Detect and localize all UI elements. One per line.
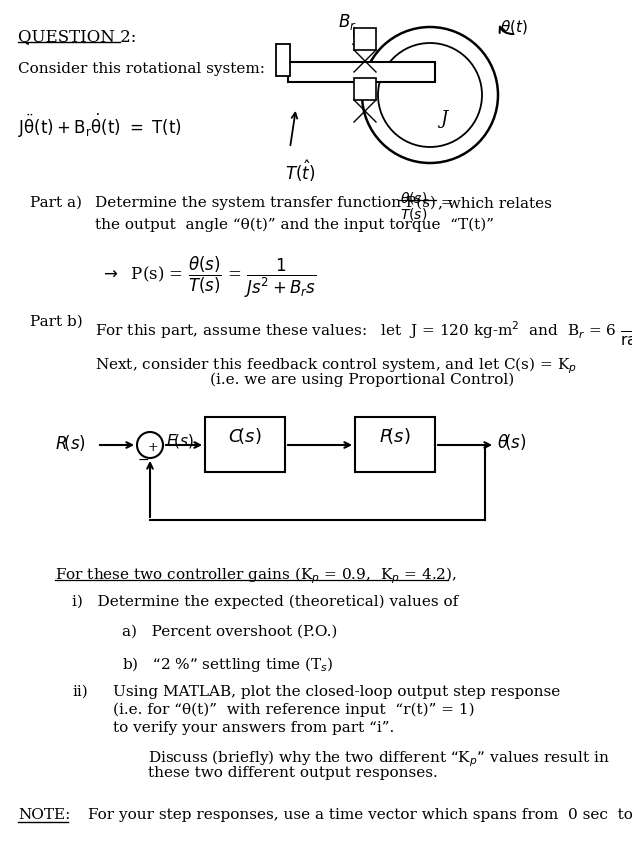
- Text: For this part, assume these values:   let  J = 120 kg-m$^2$  and  B$_r$ = 6 $\df: For this part, assume these values: let …: [95, 315, 632, 349]
- Text: $E\!\left(s\right)$: $E\!\left(s\right)$: [166, 432, 193, 450]
- Bar: [288, 62, 435, 82]
- Text: $\rightarrow$  P(s) = $\dfrac{\theta(s)}{T(s)}$ = $\dfrac{1}{Js^2 + B_rs}$: $\rightarrow$ P(s) = $\dfrac{\theta(s)}{…: [100, 255, 317, 300]
- Text: i)   Determine the expected (theoretical) values of: i) Determine the expected (theoretical) …: [72, 595, 458, 610]
- Text: $B_r$: $B_r$: [338, 12, 357, 32]
- Text: For your step responses, use a time vector which spans from  0 sec  to  250 sec.: For your step responses, use a time vect…: [88, 808, 632, 822]
- Text: , which relates: , which relates: [438, 196, 552, 210]
- Bar: [205, 417, 285, 472]
- Text: Part a): Part a): [30, 196, 82, 210]
- Text: $\mathsf{J\ddot{\theta}(t) + B_r\dot{\theta}(t)\ =\ T(t)}$: $\mathsf{J\ddot{\theta}(t) + B_r\dot{\th…: [18, 112, 182, 140]
- Text: J: J: [440, 110, 447, 128]
- Text: a)   Percent overshoot (P.O.): a) Percent overshoot (P.O.): [122, 625, 337, 639]
- Text: QUESTION 2:: QUESTION 2:: [18, 28, 137, 45]
- Text: $\theta\!\left(s\right)$: $\theta\!\left(s\right)$: [497, 432, 526, 452]
- Text: NOTE:: NOTE:: [18, 808, 70, 822]
- Text: Part b): Part b): [30, 315, 83, 329]
- Text: b)   “2 %” settling time (T$_s$): b) “2 %” settling time (T$_s$): [122, 655, 334, 674]
- Bar: [276, 44, 290, 76]
- Text: $C\!\left(s\right)$: $C\!\left(s\right)$: [228, 426, 262, 446]
- Text: ii): ii): [72, 685, 88, 699]
- Text: $\theta(t)$: $\theta(t)$: [500, 18, 528, 36]
- Text: Next, consider this feedback control system, and let C(s) = K$_p$: Next, consider this feedback control sys…: [95, 355, 577, 375]
- Text: these two different output responses.: these two different output responses.: [148, 766, 438, 780]
- Text: $\theta(s)$: $\theta(s)$: [400, 190, 427, 206]
- Text: the output  angle “θ(t)” and the input torque  “T(t)”: the output angle “θ(t)” and the input to…: [95, 218, 494, 233]
- Text: −: −: [138, 453, 150, 467]
- Text: +: +: [148, 441, 159, 454]
- Text: For these two controller gains (K$_p$ = 0.9,  K$_p$ = 4.2),: For these two controller gains (K$_p$ = …: [55, 565, 456, 586]
- Text: (i.e. for “θ(t)”  with reference input  “r(t)” = 1): (i.e. for “θ(t)” with reference input “r…: [113, 703, 475, 717]
- Text: $T(s)$: $T(s)$: [400, 206, 427, 222]
- Text: Using MATLAB, plot the closed-loop output step response: Using MATLAB, plot the closed-loop outpu…: [113, 685, 560, 699]
- Bar: [355, 417, 435, 472]
- Text: (i.e. we are using Proportional Control): (i.e. we are using Proportional Control): [210, 373, 514, 387]
- Text: Discuss (briefly) why the two different “K$_p$” values result in: Discuss (briefly) why the two different …: [148, 748, 610, 769]
- Text: to verify your answers from part “i”.: to verify your answers from part “i”.: [113, 721, 394, 735]
- Text: $P\!\left(s\right)$: $P\!\left(s\right)$: [379, 426, 411, 446]
- Text: Determine the system transfer function P(s) =: Determine the system transfer function P…: [95, 196, 454, 210]
- Bar: [354, 78, 376, 100]
- Bar: [354, 28, 376, 50]
- Text: Consider this rotational system:: Consider this rotational system:: [18, 62, 265, 76]
- Text: $T(\hat{t})$: $T(\hat{t})$: [285, 158, 315, 184]
- Text: $R\!\left(s\right)$: $R\!\left(s\right)$: [55, 433, 86, 453]
